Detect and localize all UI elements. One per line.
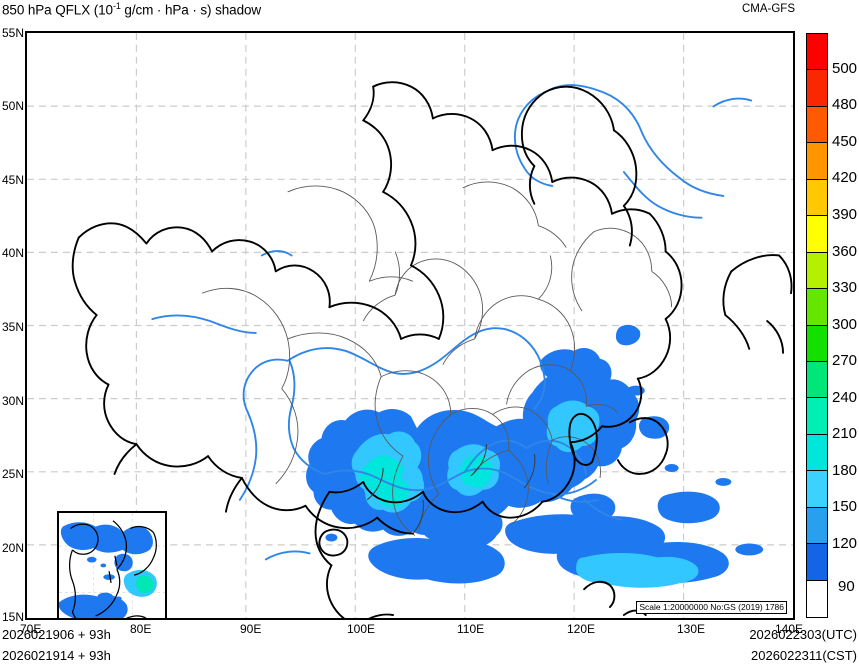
colorbar-tick-390: 390 (832, 206, 858, 223)
ylabel-40n: 40N (2, 246, 25, 260)
ylabel-50n: 50N (2, 99, 25, 113)
map-canvas: Scale 1:40000000 Scale 1:20000000 No:GS … (27, 33, 793, 618)
colorbar-band-3 (807, 143, 827, 180)
colorbar-tick-90: 90 (838, 578, 855, 595)
national-borders (71, 81, 793, 618)
ylabel-55n: 55N (2, 26, 25, 40)
colorbar-tick-210: 210 (832, 425, 858, 442)
model-label: CMA-GFS (741, 3, 795, 15)
colorbar-tick-150: 150 (832, 498, 858, 515)
colorbar-band-15 (807, 580, 827, 617)
colorbar-tick-240: 240 (832, 389, 858, 406)
colorbar-band-2 (807, 106, 827, 144)
page-title: 850 hPa QFLX (10-1 g/cm · hPa · s) shado… (2, 1, 261, 18)
colorbar-band-13 (807, 507, 827, 545)
colorbar-band-10 (807, 398, 827, 435)
colorbar-tick-180: 180 (832, 462, 858, 479)
colorbar-band-14 (807, 544, 827, 581)
colorbar-band-1 (807, 70, 827, 107)
colorbar-band-9 (807, 361, 827, 399)
inset-graphics (59, 513, 165, 618)
colorbar-band-8 (807, 325, 827, 362)
colorbar-tick-300: 300 (832, 316, 858, 333)
footer-init-utc: 2026021906 + 93h (2, 627, 111, 642)
ylabel-35n: 35N (2, 320, 25, 334)
xlabel-80e: 80E (130, 622, 152, 636)
footer-valid-cst: 2026022311(CST) (751, 648, 857, 663)
xlabel-140e: 140E (775, 622, 804, 636)
title-exponent: -1 (112, 1, 121, 11)
xlabel-90e: 90E (240, 622, 262, 636)
colorbar-tick-420: 420 (832, 169, 858, 186)
title-main: 850 hPa QFLX (10 (2, 2, 113, 18)
colorbar-band-11 (807, 434, 827, 472)
xlabel-120e: 120E (567, 622, 596, 636)
colorbar-band-12 (807, 471, 827, 508)
colorbar[interactable] (806, 33, 828, 618)
xlabel-130e: 130E (677, 622, 706, 636)
qflx-shading (306, 324, 764, 588)
inner-boundaries (366, 444, 536, 534)
ylabel-15n: 15N (2, 610, 25, 624)
xlabel-70e: 70E (20, 622, 42, 636)
province-boundaries (201, 181, 673, 536)
colorbar-band-6 (807, 252, 827, 290)
colorbar-tick-450: 450 (832, 133, 858, 150)
map-panel[interactable]: Scale 1:40000000 Scale 1:20000000 No:GS … (25, 31, 795, 620)
colorbar-tick-120: 120 (832, 535, 858, 552)
colorbar-tick-270: 270 (832, 352, 858, 369)
colorbar-tick-480: 480 (832, 96, 858, 113)
colorbar-tick-360: 360 (832, 243, 858, 260)
colorbar-tick-500: 500 (832, 60, 858, 77)
ylabel-45n: 45N (2, 173, 25, 187)
map-scale-label: Scale 1:20000000 No:GS (2019) 1786 (636, 601, 787, 614)
colorbar-band-4 (807, 179, 827, 217)
footer-valid-utc: 2026022303(UTC) (749, 627, 857, 642)
ylabel-20n: 20N (2, 541, 25, 555)
colorbar-tick-330: 330 (832, 279, 858, 296)
inset-map-south-china-sea[interactable]: Scale 1:40000000 (57, 511, 167, 618)
ylabel-25n: 25N (2, 467, 25, 481)
title-rest: g/cm · hPa · s) shadow (120, 2, 262, 18)
xlabel-110e: 110E (457, 622, 485, 636)
colorbar-band-0 (807, 34, 827, 71)
xlabel-100e: 100E (347, 622, 376, 636)
colorbar-band-5 (807, 216, 827, 253)
ylabel-30n: 30N (2, 394, 25, 408)
colorbar-band-7 (807, 289, 827, 326)
footer-init-cst: 2026021914 + 93h (2, 648, 111, 663)
